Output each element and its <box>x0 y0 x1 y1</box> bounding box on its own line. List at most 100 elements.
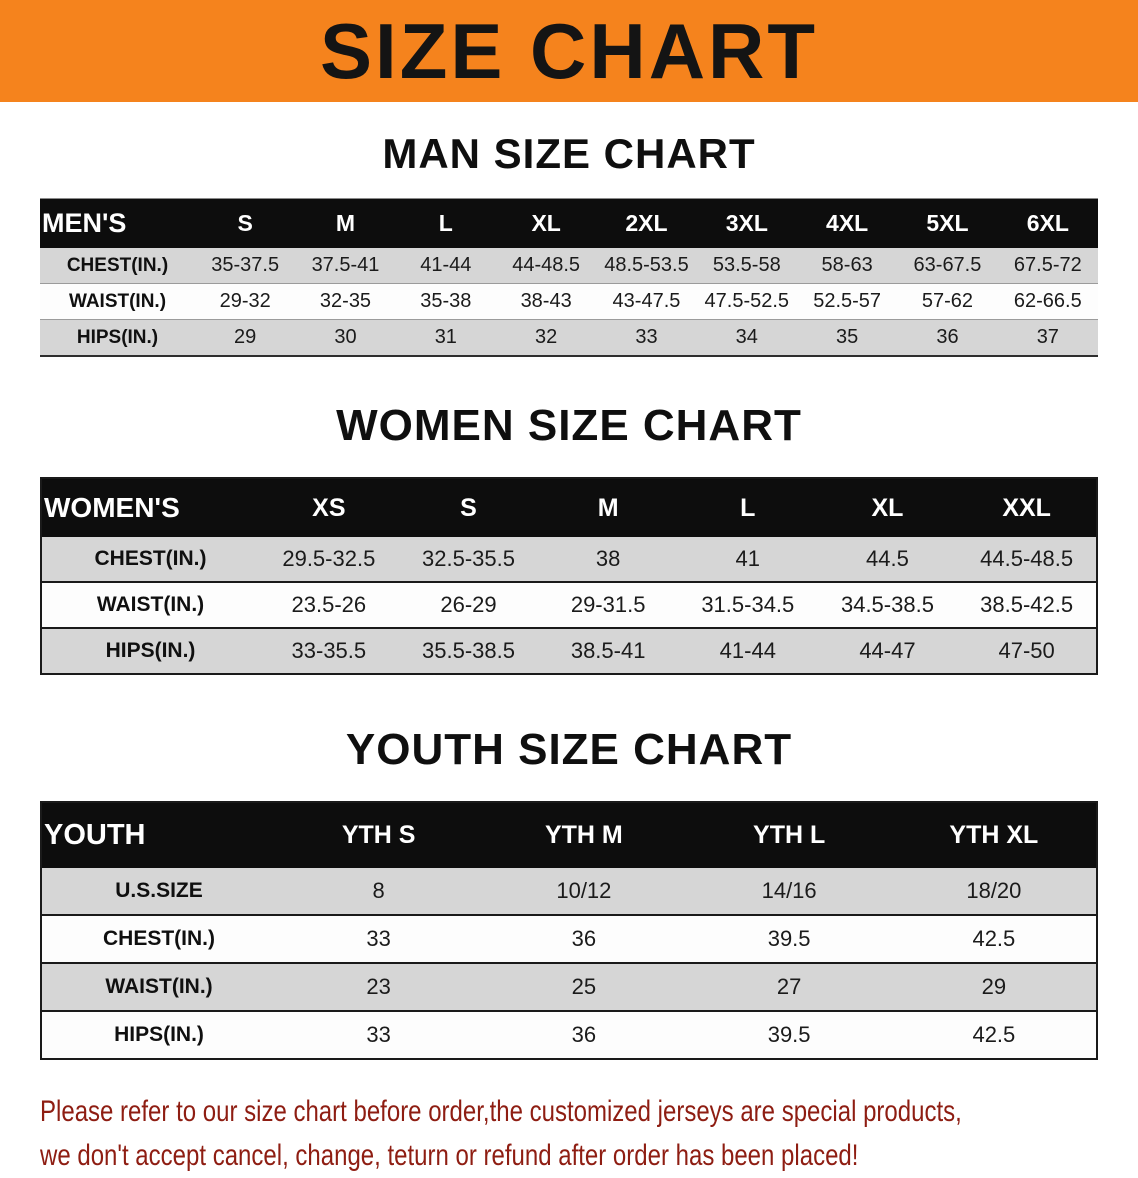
size-value: 38.5-42.5 <box>980 592 1074 617</box>
size-value: 32.5-35.5 <box>422 546 515 571</box>
size-value: 23 <box>366 974 391 999</box>
size-value: 29.5-32.5 <box>282 546 376 571</box>
size-value: 38 <box>595 546 621 571</box>
size-value: 35 <box>836 326 859 348</box>
size-value: 44-48.5 <box>512 254 581 276</box>
size-column-header: M <box>597 493 619 522</box>
size-value: 30 <box>334 326 357 348</box>
table-corner-label: YOUTH <box>44 819 146 851</box>
table-header-row: WOMEN'S XS S M L XL XXL <box>41 478 1097 537</box>
banner-title: SIZE CHART <box>320 7 818 95</box>
size-column-header: L <box>438 210 453 236</box>
size-column-header: XXL <box>1002 493 1051 522</box>
size-value: 26-29 <box>440 592 497 617</box>
table-row: CHEST(IN.) 35-37.5 37.5-41 41-44 44-48.5 48.5… <box>40 248 1098 284</box>
size-value: 25 <box>571 974 597 999</box>
size-value: 31.5-34.5 <box>701 592 795 617</box>
youth-size-chart-heading: YOUTH SIZE CHART <box>345 725 793 774</box>
banner: SIZE CHART <box>0 0 1138 102</box>
size-value: 53.5-58 <box>712 254 781 276</box>
size-value: 39.5 <box>767 1022 811 1047</box>
footer-note-line: Please refer to our size chart before or… <box>40 1095 962 1128</box>
row-label: WAIST(IN.) <box>96 593 205 616</box>
size-value: 62-66.5 <box>1013 290 1082 312</box>
row-label: WAIST(IN.) <box>68 290 167 312</box>
size-value: 57-62 <box>921 290 974 312</box>
table-row: WAIST(IN.) 29-32 32-35 35-38 38-43 43-47.5 47.… <box>40 283 1098 320</box>
row-label: HIPS(IN.) <box>105 639 196 662</box>
size-column-header: L <box>740 493 756 522</box>
table-row: CHEST(IN.) 29.5-32.5 32.5-35.5 38 41 44.5 44.5… <box>41 537 1097 582</box>
mens-size-table: MEN'S S M L XL 2XL 3XL 4XL 5XL 6XL CHEST(IN.) 35-3… <box>40 198 1098 357</box>
table-row: U.S.SIZE 8 10/12 14/16 18/20 <box>41 868 1097 915</box>
size-value: 23.5-26 <box>291 592 367 617</box>
size-value: 35-38 <box>420 290 472 312</box>
size-value: 36 <box>571 926 597 951</box>
size-value: 42.5 <box>972 926 1016 951</box>
footer-note-line: we don't accept cancel, change, teturn o… <box>40 1139 859 1172</box>
size-value: 18/20 <box>966 878 1022 903</box>
size-value: 29 <box>981 974 1007 999</box>
size-value: 10/12 <box>556 878 612 903</box>
size-column-header: M <box>335 210 356 236</box>
size-value: 44-47 <box>859 638 916 663</box>
table-row: HIPS(IN.) 33 36 39.5 42.5 <box>41 1011 1097 1059</box>
row-label: CHEST(IN.) <box>66 254 169 276</box>
row-label: HIPS(IN.) <box>76 326 159 348</box>
table-corner-label: MEN'S <box>42 208 127 238</box>
size-value: 29-31.5 <box>570 592 646 617</box>
size-column-header: YTH M <box>544 821 623 849</box>
table-corner-label: WOMEN'S <box>44 492 180 523</box>
size-value: 33 <box>366 1022 391 1047</box>
size-value: 29 <box>234 326 257 348</box>
size-value: 63-67.5 <box>913 254 982 276</box>
size-value: 39.5 <box>767 926 811 951</box>
size-value: 14/16 <box>761 878 817 903</box>
size-value: 36 <box>571 1022 597 1047</box>
size-value: 8 <box>372 878 385 903</box>
footer-note: Please refer to our size chart before or… <box>40 1090 1138 1178</box>
size-value: 44.5-48.5 <box>980 546 1074 571</box>
table-row: HIPS(IN.) 33-35.5 35.5-38.5 38.5-41 41-44 44-… <box>41 628 1097 674</box>
table-header-row: MEN'S S M L XL 2XL 3XL 4XL 5XL 6XL <box>40 198 1098 248</box>
table-row: WAIST(IN.) 23 25 27 29 <box>41 963 1097 1011</box>
size-column-header: 5XL <box>926 210 969 236</box>
size-value: 43-47.5 <box>612 290 681 312</box>
size-value: 58-63 <box>821 254 873 276</box>
womens-size-table: WOMEN'S XS S M L XL XXL CHEST(IN.) 29.5-32.5 32.… <box>40 477 1098 675</box>
size-value: 27 <box>776 974 802 999</box>
size-value: 67.5-72 <box>1013 254 1082 276</box>
size-value: 33 <box>635 326 658 348</box>
row-label: CHEST(IN.) <box>94 547 207 570</box>
size-column-header: XL <box>871 493 904 522</box>
size-column-header: 2XL <box>625 210 668 236</box>
size-value: 48.5-53.5 <box>604 254 689 276</box>
size-column-header: S <box>460 493 477 522</box>
table-row: HIPS(IN.) 29 30 31 32 33 34 35 36 37 <box>40 319 1098 356</box>
size-value: 36 <box>936 326 959 348</box>
size-value: 47-50 <box>998 638 1055 663</box>
size-value: 37 <box>1036 326 1059 348</box>
row-label: U.S.SIZE <box>115 879 203 902</box>
table-row: WAIST(IN.) 23.5-26 26-29 29-31.5 31.5-34.5 34… <box>41 582 1097 628</box>
size-value: 41-44 <box>719 638 776 663</box>
size-value: 44.5 <box>866 546 909 571</box>
youth-size-table: YOUTH YTH S YTH M YTH L YTH XL U.S.SIZE 8 10/1… <box>40 801 1098 1060</box>
size-column-header: 3XL <box>725 210 768 236</box>
size-value: 47.5-52.5 <box>704 290 790 312</box>
size-value: 34.5-38.5 <box>840 592 934 617</box>
size-value: 41 <box>735 546 761 571</box>
women-size-chart-heading: WOMEN SIZE CHART <box>336 401 802 450</box>
row-label: WAIST(IN.) <box>105 975 213 998</box>
row-label: HIPS(IN.) <box>114 1023 204 1046</box>
size-value: 32-35 <box>319 290 372 312</box>
size-value: 34 <box>735 326 758 348</box>
size-value: 38.5-41 <box>570 638 646 663</box>
size-column-header: YTH L <box>753 821 826 849</box>
size-column-header: XL <box>531 210 561 236</box>
table-row: CHEST(IN.) 33 36 39.5 42.5 <box>41 915 1097 963</box>
size-value: 35-37.5 <box>211 254 280 276</box>
size-value: 41-44 <box>420 254 472 276</box>
size-value: 31 <box>434 326 457 348</box>
size-value: 32 <box>535 326 558 348</box>
